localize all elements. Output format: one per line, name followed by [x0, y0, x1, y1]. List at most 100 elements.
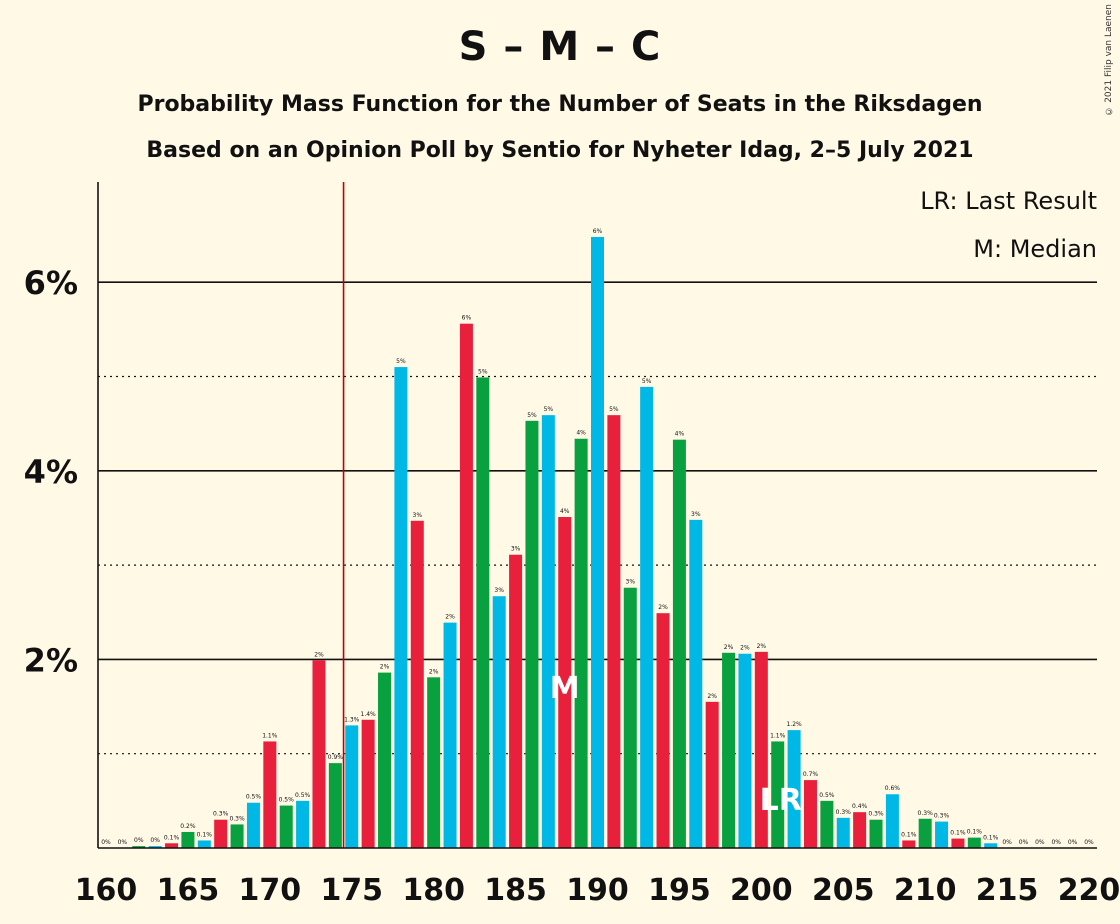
bar-183 [476, 377, 490, 848]
bar-179 [410, 520, 424, 848]
bar-204 [820, 800, 834, 848]
x-tick-label: 195 [648, 873, 711, 908]
data-label-178: 5% [396, 358, 406, 365]
bar-185 [509, 554, 523, 848]
data-label-197: 2% [707, 693, 717, 700]
bar-163 [148, 846, 162, 848]
bar-175 [345, 725, 359, 848]
bar-201 [771, 741, 785, 848]
bar-211 [935, 821, 949, 848]
bar-170 [263, 741, 277, 848]
data-label-199: 2% [740, 645, 750, 652]
bar-198 [722, 652, 736, 848]
bar-164 [165, 843, 179, 848]
data-label-182: 6% [462, 315, 472, 322]
bar-197 [705, 701, 719, 848]
x-tick-label: 200 [730, 873, 793, 908]
data-label-166: 0.1% [197, 831, 213, 838]
bar-171 [279, 805, 293, 848]
data-label-211: 0.3% [934, 813, 950, 820]
data-label-160: 0% [101, 839, 111, 846]
data-label-188: 4% [560, 508, 570, 515]
bar-206 [853, 812, 867, 848]
data-label-216: 0% [1019, 839, 1029, 846]
bar-202 [787, 730, 801, 848]
bar-182 [459, 323, 473, 848]
data-label-215: 0% [1002, 839, 1012, 846]
data-label-206: 0.4% [852, 803, 868, 810]
chart-title: S – M – C [458, 24, 662, 70]
data-label-162: 0% [134, 837, 144, 844]
bar-209 [902, 840, 916, 848]
y-tick-label: 4% [24, 453, 78, 491]
data-label-207: 0.3% [868, 811, 884, 818]
data-label-180: 2% [429, 668, 439, 675]
data-label-171: 0.5% [279, 797, 295, 804]
data-label-195: 4% [675, 431, 685, 438]
bar-196 [689, 519, 703, 848]
bar-210 [918, 818, 932, 848]
data-label-203: 0.7% [803, 771, 819, 778]
x-tick-label: 165 [157, 873, 220, 908]
bar-188 [558, 517, 572, 848]
x-tick-label: 205 [812, 873, 875, 908]
chart-subtitle: Probability Mass Function for the Number… [137, 92, 983, 117]
data-label-212: 0.1% [950, 830, 966, 837]
bar-192 [623, 587, 637, 848]
bar-168 [230, 824, 244, 848]
data-label-194: 2% [658, 604, 668, 611]
data-label-198: 2% [724, 644, 734, 651]
data-label-185: 3% [511, 546, 521, 553]
data-label-164: 0.1% [164, 834, 180, 841]
data-label-219: 0% [1068, 839, 1078, 846]
bar-190 [591, 236, 604, 848]
x-tick-label: 175 [320, 873, 383, 908]
bar-162 [132, 846, 146, 848]
x-tick-label: 180 [402, 873, 465, 908]
bar-199 [738, 653, 752, 848]
legend-last-result: LR: Last Result [920, 187, 1097, 215]
x-tick-label: 210 [894, 873, 957, 908]
data-label-167: 0.3% [213, 811, 229, 818]
bar-177 [378, 672, 392, 848]
x-tick-label: 160 [75, 873, 138, 908]
data-labels: 0% 0% 0% 0% 0.1%0.2%0.1%0.3%0.3%0.5%1.1%0.5%… [101, 228, 1094, 846]
bar-200 [754, 651, 768, 848]
data-label-181: 2% [445, 614, 455, 621]
bar-191 [607, 415, 621, 848]
x-tick-label: 190 [566, 873, 629, 908]
data-label-193: 5% [642, 378, 652, 385]
bar-186 [525, 420, 539, 848]
bar-207 [869, 819, 883, 848]
data-label-170: 1.1% [262, 732, 278, 739]
bar-205 [836, 817, 850, 848]
data-label-218: 0% [1051, 839, 1061, 846]
bar-195 [672, 439, 686, 848]
bar-series [132, 236, 998, 848]
bar-193 [640, 386, 654, 848]
data-label-168: 0.3% [229, 815, 245, 822]
data-label-161: 0% [118, 839, 128, 846]
marker-group: M LR [342, 182, 802, 848]
data-label-209: 0.1% [901, 831, 917, 838]
last-result-marker: LR [760, 783, 802, 818]
x-tick-label: 215 [976, 873, 1039, 908]
bar-165 [181, 831, 195, 848]
data-label-210: 0.3% [918, 810, 934, 817]
x-tick-label: 185 [484, 873, 547, 908]
bar-208 [885, 794, 899, 848]
data-label-176: 1.4% [361, 711, 377, 718]
bar-194 [656, 613, 670, 848]
x-tick-label: 170 [239, 873, 302, 908]
data-label-183: 5% [478, 368, 488, 375]
data-label-189: 4% [576, 430, 586, 437]
data-label-187: 5% [544, 406, 554, 413]
median-marker: M [550, 671, 580, 706]
bar-172 [296, 800, 310, 848]
bar-184 [492, 596, 506, 848]
data-label-191: 5% [609, 406, 619, 413]
data-label-177: 2% [380, 664, 390, 671]
bar-181 [443, 622, 457, 848]
data-label-169: 0.5% [246, 794, 262, 801]
data-label-192: 3% [626, 579, 636, 586]
